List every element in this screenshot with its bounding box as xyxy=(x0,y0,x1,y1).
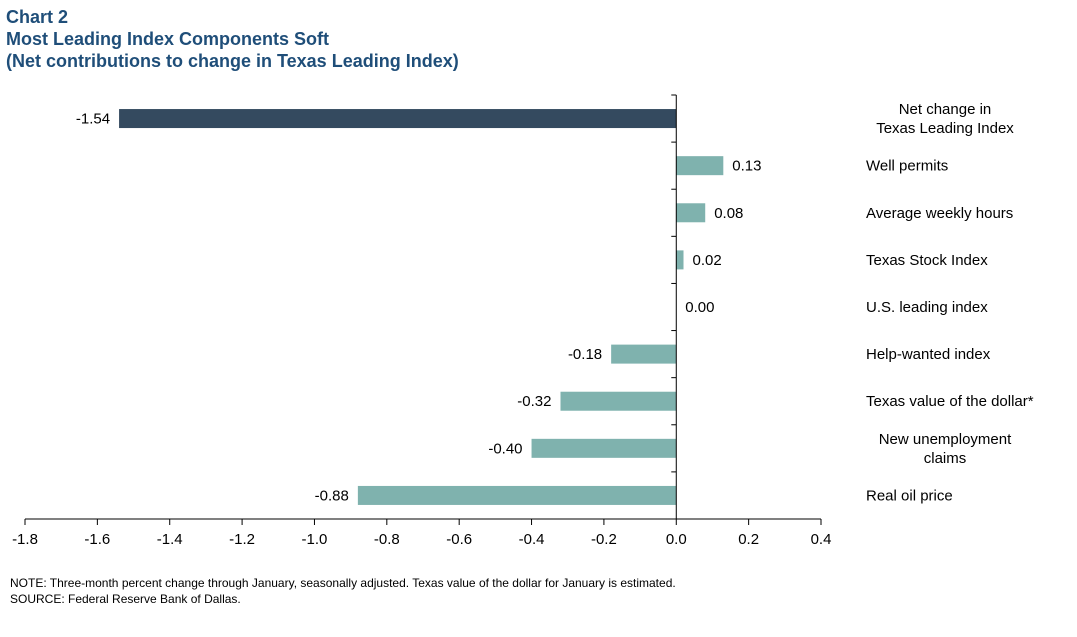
x-tick-label: 0.4 xyxy=(811,531,832,548)
bar xyxy=(119,109,677,129)
bar xyxy=(676,203,706,223)
bar-value-label: -1.54 xyxy=(76,111,110,128)
category-label-line: Real oil price xyxy=(866,487,953,504)
bar-value-label: -0.88 xyxy=(315,487,349,504)
bar xyxy=(531,438,677,458)
category-label: Texas value of the dollar* xyxy=(866,393,1034,410)
x-tick-label: -1.8 xyxy=(12,531,38,548)
x-tick-label: -0.8 xyxy=(374,531,400,548)
chart-subtitle: (Net contributions to change in Texas Le… xyxy=(6,51,459,71)
x-tick-label: -0.2 xyxy=(591,531,617,548)
category-label-line: Net change in xyxy=(899,101,992,118)
x-tick-label: -1.0 xyxy=(302,531,328,548)
chart-number: Chart 2 xyxy=(6,7,69,27)
bar-value-label: -0.40 xyxy=(488,440,522,457)
x-tick-label: 0.2 xyxy=(738,531,759,548)
chart-note: NOTE: Three-month percent change through… xyxy=(10,576,676,590)
bar xyxy=(560,391,677,411)
category-label-line: Texas Leading Index xyxy=(876,120,1014,137)
chart-titles: Chart 2 Most Leading Index Components So… xyxy=(6,6,459,72)
bar-value-label: 0.08 xyxy=(714,205,743,222)
x-tick-label: -1.4 xyxy=(157,531,183,548)
x-tick-label: -1.6 xyxy=(84,531,110,548)
category-label-line: Texas value of the dollar* xyxy=(866,393,1034,410)
bar-value-label: -0.32 xyxy=(517,393,551,410)
category-label: U.S. leading index xyxy=(866,299,988,316)
bar-value-label: -0.18 xyxy=(568,346,602,363)
category-label: Average weekly hours xyxy=(866,205,1013,222)
chart-source: SOURCE: Federal Reserve Bank of Dallas. xyxy=(10,592,241,606)
x-tick-label: -1.2 xyxy=(229,531,255,548)
bar-value-label: 0.13 xyxy=(732,158,761,175)
bar-value-label: 0.00 xyxy=(685,299,714,316)
bar-value-label: 0.02 xyxy=(693,252,722,269)
category-label-line: Well permits xyxy=(866,158,948,175)
category-label: Net change in Texas Leading Index xyxy=(876,101,1014,137)
category-label: Texas Stock Index xyxy=(866,252,988,269)
category-label: Well permits xyxy=(866,158,948,175)
x-tick-label: -0.6 xyxy=(446,531,472,548)
x-tick-label: -0.4 xyxy=(519,531,545,548)
bar xyxy=(676,156,724,176)
x-tick-label: 0.0 xyxy=(666,531,687,548)
category-label: Real oil price xyxy=(866,487,953,504)
bar xyxy=(611,344,677,364)
category-label-line: New unemployment xyxy=(879,431,1012,448)
category-label-line: Texas Stock Index xyxy=(866,252,988,269)
category-label-line: claims xyxy=(924,450,967,467)
category-label: New unemployment claims xyxy=(879,431,1012,467)
category-label-line: Average weekly hours xyxy=(866,205,1013,222)
bar xyxy=(357,485,677,505)
category-label: Help-wanted index xyxy=(866,346,991,363)
chart-footer: NOTE: Three-month percent change through… xyxy=(10,575,676,607)
bar xyxy=(676,250,684,270)
category-label-line: Help-wanted index xyxy=(866,346,991,363)
chart-title: Most Leading Index Components Soft xyxy=(6,29,329,49)
category-label-line: U.S. leading index xyxy=(866,299,988,316)
